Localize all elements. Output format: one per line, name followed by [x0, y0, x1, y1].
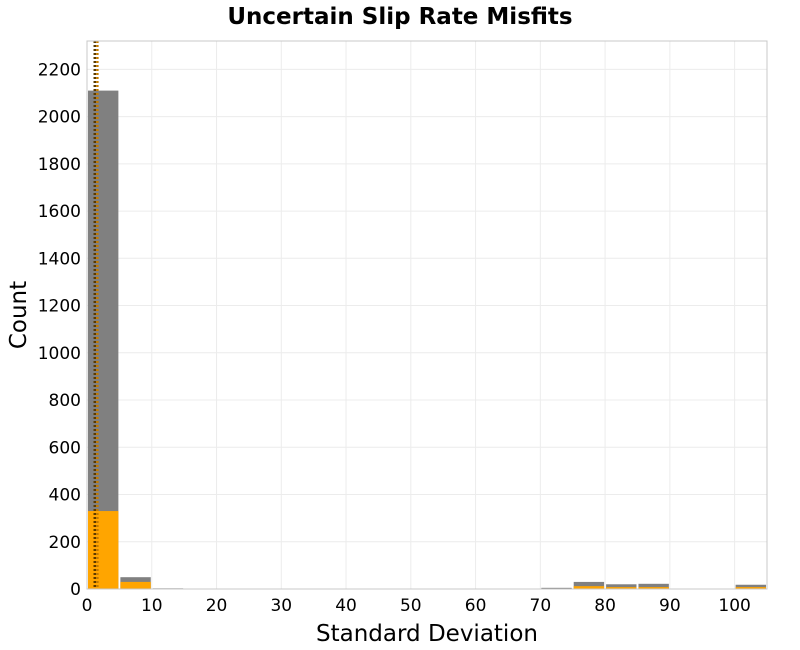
x-tick-label: 70 [530, 596, 552, 616]
x-tick-label: 10 [141, 596, 163, 616]
chart-title: Uncertain Slip Rate Misfits [227, 4, 572, 30]
y-tick-label: 0 [70, 580, 81, 600]
y-tick-label: 1000 [38, 344, 81, 364]
y-tick-label: 200 [49, 533, 81, 553]
bar-highlighted [88, 511, 119, 589]
x-tick-label: 40 [335, 596, 357, 616]
y-tick-label: 1400 [38, 249, 81, 269]
bar-total [735, 584, 766, 589]
y-tick-label: 2000 [38, 108, 81, 128]
plot-frame [86, 40, 768, 590]
bar-highlighted [638, 587, 669, 589]
bar-highlighted [735, 587, 766, 589]
y-tick-label: 600 [49, 438, 81, 458]
x-tick-label: 90 [659, 596, 681, 616]
bar-highlighted [120, 581, 151, 589]
y-tick-label: 400 [49, 486, 81, 506]
y-tick-labels: 0 200 400 600 800 1000 1200 1400 1600 1800 2000 220… [38, 60, 81, 600]
x-tick-label: 80 [594, 596, 616, 616]
bar-total [88, 90, 119, 589]
gridlines [86, 41, 767, 590]
x-tick-label: 100 [718, 596, 750, 616]
y-tick-label: 1600 [38, 202, 81, 222]
x-tick-label: 30 [270, 596, 292, 616]
x-tick-label: 50 [400, 596, 422, 616]
bar-total [573, 581, 605, 589]
bar-total [541, 587, 572, 589]
bar-total [606, 584, 637, 589]
y-tick-label: 1800 [38, 155, 81, 175]
bar-highlighted [606, 587, 637, 589]
x-tick-labels: 0 10 20 30 40 50 60 70 80 90 100 [82, 596, 751, 616]
bar-highlighted [573, 586, 605, 589]
y-axis-label: Count [6, 281, 32, 349]
x-axis-label: Standard Deviation [316, 621, 538, 647]
y-tick-label: 1200 [38, 297, 81, 317]
y-tick-label: 2200 [38, 60, 81, 80]
x-tick-label: 0 [82, 596, 93, 616]
y-tick-label: 800 [49, 391, 81, 411]
x-tick-label: 20 [206, 596, 228, 616]
bar-total [638, 583, 669, 589]
reference-lines [93, 41, 99, 589]
bars [88, 90, 766, 589]
x-tick-label: 60 [465, 596, 487, 616]
